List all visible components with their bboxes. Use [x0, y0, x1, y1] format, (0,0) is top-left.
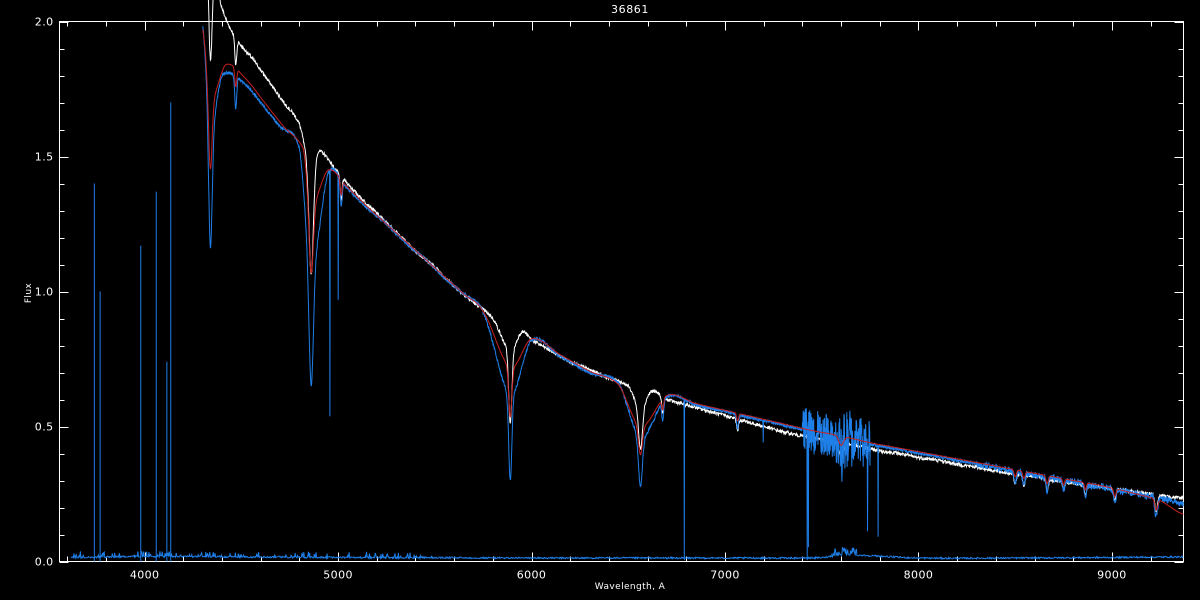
y-tick-label: 1.0	[35, 286, 54, 299]
blue-artifact-spikes	[93, 102, 172, 562]
x-tick-label: 6000	[517, 569, 547, 582]
x-tick-label: 4000	[130, 569, 160, 582]
y-tick-label: 2.0	[35, 16, 54, 29]
x-tick-label: 9000	[1097, 569, 1127, 582]
y-tick-label: 1.5	[35, 151, 54, 164]
x-tick-label: 8000	[904, 569, 934, 582]
x-tick-label: 7000	[710, 569, 740, 582]
plot-frame	[58, 20, 1185, 563]
series-observed-blue	[202, 26, 1184, 561]
y-tick-label: 0.5	[35, 421, 54, 434]
series-model-white	[207, 0, 1184, 513]
y-axis-label: Flux	[24, 283, 34, 304]
y-tick-label: 0.0	[35, 556, 54, 569]
series-error-array	[70, 547, 1184, 561]
page-title: 36861	[611, 3, 649, 16]
axis-labels-group: 4000 5000 6000 7000 8000 9000 0.0 0.5 1.0 1.5 2.0	[35, 16, 1127, 582]
data-series-group	[70, 0, 1184, 562]
series-smoothed-red	[202, 29, 1184, 515]
x-axis-label: Wavelength, A	[595, 582, 666, 592]
x-tick-label: 5000	[323, 569, 353, 582]
